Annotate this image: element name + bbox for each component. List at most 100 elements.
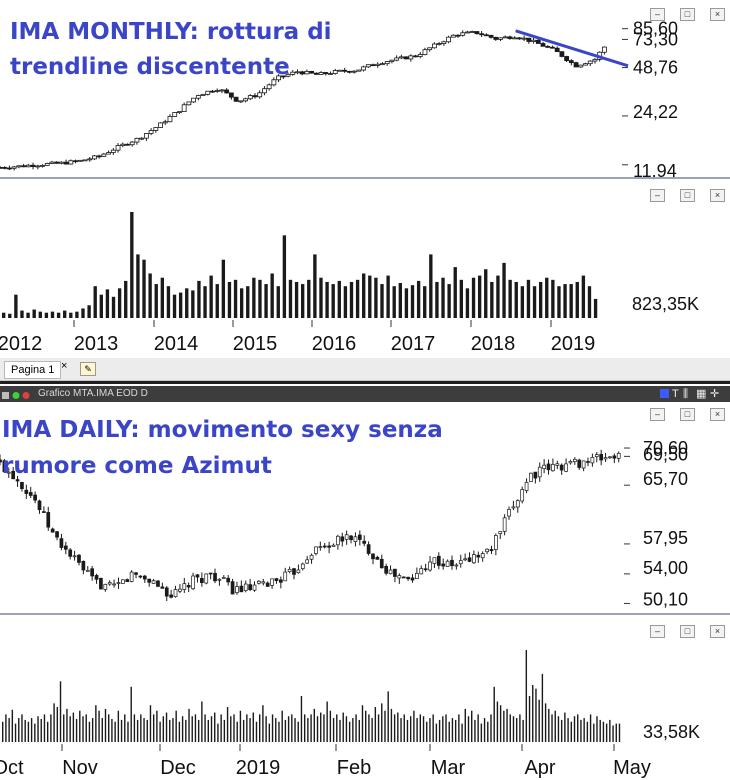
monthly-candle xyxy=(73,160,78,163)
volume-bar xyxy=(142,259,146,318)
crosshair-tool-icon[interactable]: ✛ xyxy=(710,388,720,400)
daily-candle xyxy=(445,560,450,567)
monthly-candle xyxy=(465,31,470,34)
minimize-icon[interactable]: – xyxy=(650,8,665,21)
volume-bar xyxy=(499,705,502,742)
monthly-candle xyxy=(172,112,178,117)
monthly-candle xyxy=(134,137,140,143)
volume-bar xyxy=(589,714,592,742)
volume-bar xyxy=(50,311,55,318)
daily-candle xyxy=(55,531,59,538)
monthly-candle xyxy=(408,55,414,60)
volume-bar xyxy=(114,721,116,742)
daily-candle xyxy=(419,568,424,575)
volume-bar xyxy=(149,705,152,742)
series-color-icon[interactable] xyxy=(660,389,669,398)
volume-bar xyxy=(602,721,605,742)
y-tick-label: 73,30 xyxy=(633,29,678,49)
grid-tool-icon[interactable]: ▦ xyxy=(696,388,707,400)
close-icon[interactable]: × xyxy=(710,625,725,638)
daily-candle xyxy=(362,540,367,544)
daily-candle xyxy=(454,564,459,567)
volume-bar xyxy=(246,286,250,318)
monthly-candle xyxy=(568,60,574,64)
window-menu-icon[interactable] xyxy=(2,390,36,406)
monthly-candle xyxy=(181,104,187,113)
monthly-candle xyxy=(177,111,182,114)
volume-bar xyxy=(154,284,158,318)
volume-bar xyxy=(615,723,617,742)
minimize-icon[interactable]: – xyxy=(650,408,665,421)
minimize-icon[interactable]: – xyxy=(650,625,665,638)
minimize-icon[interactable]: – xyxy=(650,189,665,202)
daily-candle xyxy=(577,459,582,468)
daily-candle xyxy=(322,545,327,548)
daily-candle xyxy=(406,576,410,580)
monthly-candle xyxy=(125,143,130,146)
volume-bar xyxy=(111,296,116,318)
volume-bar xyxy=(429,254,433,318)
volume-bar xyxy=(563,284,567,318)
monthly-candle xyxy=(493,36,499,40)
monthly-candle xyxy=(106,152,112,155)
restore-icon[interactable]: □ xyxy=(680,625,695,638)
monthly-candle xyxy=(158,122,163,128)
daily-candle xyxy=(379,558,384,569)
tab-close-icon[interactable]: × xyxy=(61,360,68,372)
add-page-icon[interactable]: ✎ xyxy=(80,362,96,376)
volume-bar xyxy=(397,712,399,742)
x-tick-label: 2012 xyxy=(0,333,42,355)
monthly-candle xyxy=(299,71,305,75)
volume-bar xyxy=(105,289,110,318)
monthly-candle xyxy=(432,43,437,49)
daily-candle xyxy=(511,506,516,509)
monthly-candle xyxy=(224,89,230,94)
volume-bar xyxy=(368,275,372,318)
monthly-candle xyxy=(564,56,570,62)
volume-bar xyxy=(331,284,335,318)
close-icon[interactable]: × xyxy=(710,8,725,21)
volume-bar xyxy=(320,712,322,742)
tab-pagina-1[interactable]: Pagina 1 xyxy=(4,361,62,379)
text-tool-icon[interactable]: T xyxy=(672,388,679,400)
monthly-candle xyxy=(417,54,423,57)
volume-bar xyxy=(380,284,384,318)
volume-bar xyxy=(458,714,460,742)
volume-bar xyxy=(490,714,492,742)
y-tick-label: 85,60 xyxy=(633,19,678,39)
volume-bar xyxy=(355,279,360,318)
daily-candle xyxy=(375,556,380,560)
restore-icon[interactable]: □ xyxy=(680,8,695,21)
monthly-candle xyxy=(507,36,513,39)
monthly-candle xyxy=(526,37,532,42)
monthly-candle xyxy=(68,160,74,165)
close-icon[interactable]: × xyxy=(710,408,725,421)
x-tick-label: Nov xyxy=(62,757,98,779)
monthly-candle xyxy=(498,37,503,40)
restore-icon[interactable]: □ xyxy=(680,189,695,202)
restore-icon[interactable]: □ xyxy=(680,408,695,421)
monthly-candle xyxy=(63,161,69,165)
monthly-candle xyxy=(11,166,17,169)
daily-candle xyxy=(257,580,261,584)
volume-bar xyxy=(465,288,470,318)
volume-bar xyxy=(194,714,197,742)
daily-candle xyxy=(274,578,279,582)
volume-bar xyxy=(130,212,134,318)
volume-bar xyxy=(249,718,251,742)
close-icon[interactable]: × xyxy=(710,189,725,202)
volume-bar xyxy=(583,718,585,742)
volume-bar xyxy=(508,279,512,318)
volume-bar xyxy=(538,699,540,742)
candle-tool-icon[interactable]: ⫼ xyxy=(683,388,689,400)
volume-bar xyxy=(21,714,23,742)
volume-bar xyxy=(419,714,422,742)
daily-candle xyxy=(160,586,165,589)
volume-bar xyxy=(26,312,30,318)
volume-bar xyxy=(233,714,235,742)
monthly-candle xyxy=(370,64,376,67)
volume-bar xyxy=(339,719,341,742)
volume-bar xyxy=(361,705,364,742)
daily-candle xyxy=(612,455,617,459)
